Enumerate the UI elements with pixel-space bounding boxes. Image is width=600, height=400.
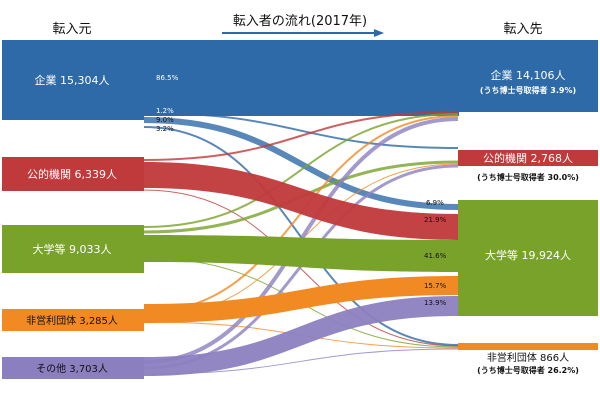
source-node-nonprofit [2, 309, 144, 331]
flow-company-to-public [143, 112, 459, 149]
source-label-company: 企業 15,304人 [35, 73, 110, 87]
source-node-other [2, 357, 144, 379]
flow-company-to-university [143, 117, 459, 210]
flow-company-to-nonprofit [143, 126, 459, 346]
target-sub-nonprofit: (うち博士号取得者 26.2%) [477, 365, 579, 375]
target-column-title: 転入先 [503, 22, 542, 37]
target-sub-company: (うち博士号取得者 3.9%) [480, 85, 576, 95]
target-node-university [458, 200, 598, 316]
flow-university-to-company [143, 113, 459, 228]
target-node-company [458, 40, 598, 112]
source-label-public: 公的機関 6,339人 [27, 167, 117, 181]
source-nodes: 企業 15,304人 公的機関 6,339人 大学等 9,033人 非営利団体 … [2, 40, 144, 379]
label-company-to-university: 9.0% [156, 116, 174, 124]
source-column-title: 転入元 [52, 22, 91, 37]
label-company-to-nonprofit: 3.2% [156, 125, 174, 133]
target-node-public [458, 150, 598, 166]
label-company-to-public: 1.2% [156, 107, 174, 115]
target-sub-public: (うち博士号取得者 30.0%) [477, 172, 579, 182]
label-company-to-company: 86.5% [156, 74, 179, 82]
target-label-nonprofit: 非営利団体 866人 [487, 351, 569, 364]
target-label-company: 企業 14,106人 [491, 68, 566, 82]
label-share-university: 41.6% [424, 252, 447, 260]
source-label-university: 大学等 9,033人 [33, 242, 112, 256]
university-inflows [144, 162, 458, 376]
source-node-company [2, 40, 144, 120]
source-label-nonprofit: 非営利団体 3,285人 [26, 314, 118, 327]
flow-arrow-head [374, 29, 384, 37]
flow-university-to-university [144, 235, 458, 272]
label-share-company: 6.9% [426, 199, 444, 207]
label-share-nonprofit: 15.7% [424, 282, 447, 290]
target-nodes: 企業 14,106人 (うち博士号取得者 3.9%) 公的機関 2,768人 (… [458, 40, 598, 375]
flow-title: 転入者の流れ(2017年) [233, 14, 367, 29]
source-label-other: その他 3,703人 [36, 362, 108, 375]
target-node-nonprofit [458, 343, 598, 350]
source-node-university [2, 225, 144, 273]
flow-nonprofit-to-university [144, 276, 458, 323]
flow-public-to-company [143, 111, 459, 161]
source-node-public [2, 157, 144, 191]
university-share-labels: 6.9% 21.9% 41.6% 15.7% 13.9% [424, 199, 447, 307]
flow-public-to-university [144, 162, 458, 240]
label-share-public: 21.9% [424, 216, 447, 224]
label-share-other: 13.9% [424, 299, 447, 307]
flow-company-to-company [144, 40, 459, 116]
target-label-public: 公的機関 2,768人 [483, 151, 573, 165]
flow-other-to-university [144, 296, 458, 376]
company-outflow-labels: 86.5% 1.2% 9.0% 3.2% [156, 74, 179, 133]
target-label-university: 大学等 19,924人 [485, 248, 571, 262]
